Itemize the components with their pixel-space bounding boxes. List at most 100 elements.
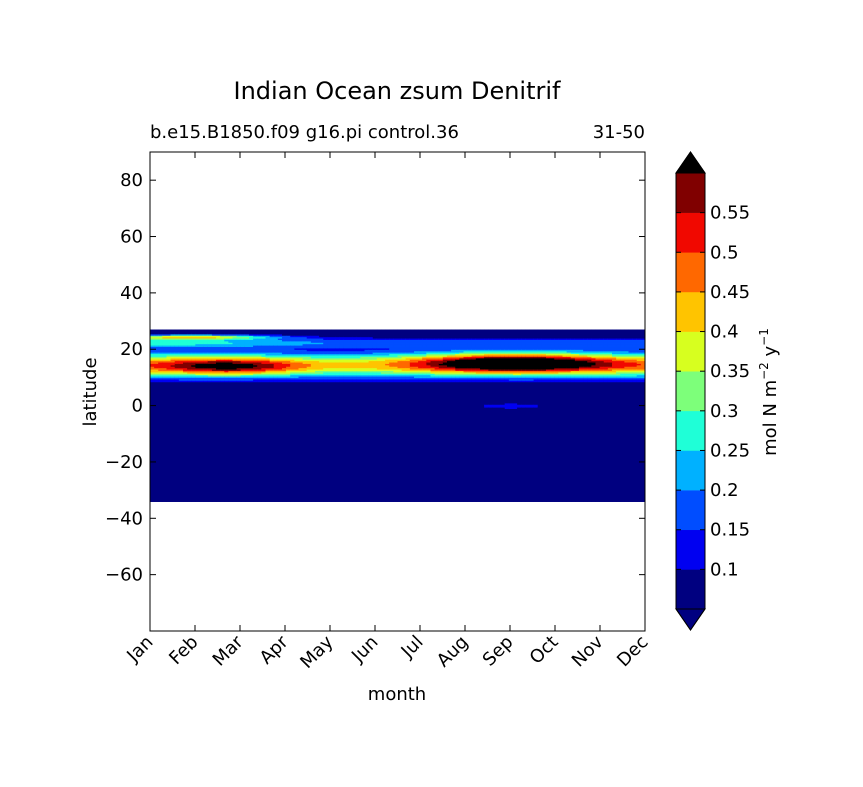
contour-cell [244,460,250,463]
contour-cell [232,499,238,502]
contour-cell [220,495,225,498]
contour-cell [211,467,217,470]
contour-cell [158,364,163,367]
contour-cell [191,387,196,390]
contour-cell [199,394,205,397]
contour-cell [170,464,176,467]
contour-cell [170,495,176,498]
contour-cell [158,360,163,363]
contour-cell [187,446,192,449]
contour-cell [150,415,155,418]
contour-cell [240,447,246,450]
contour-cell [162,345,168,348]
contour-cell [232,429,238,432]
contour-cell [216,353,221,356]
contour-cell [183,454,188,457]
contour-cell [162,483,168,486]
contour-cell [211,453,217,456]
contour-cell [195,359,201,362]
contour-cell [166,356,172,359]
contour-cell [187,437,192,440]
contour-cell [232,364,238,367]
contour-cell [170,460,176,463]
contour-cell [236,487,242,490]
contour-cell [211,337,217,340]
contour-cell [220,363,225,366]
contour-cell [178,471,184,474]
contour-cell [158,450,163,453]
contour-cell [191,333,196,336]
contour-cell [174,340,180,343]
contour-cell [150,333,155,336]
contour-cell [216,422,221,425]
contour-cell [178,376,184,379]
contour-cell [191,464,196,467]
contour-cell [220,449,225,452]
contour-cell [183,494,188,497]
contour-cell [232,439,238,442]
contour-cell [183,409,188,412]
contour-cell [183,437,188,440]
contour-cell [166,337,172,340]
contour-cell [166,407,172,410]
contour-cell [224,332,229,335]
contour-cell [228,488,234,491]
contour-cell [162,445,168,448]
contour-cell [211,439,217,442]
contour-cell [207,423,213,426]
contour-cell [207,415,213,418]
contour-cell [228,356,234,359]
contour-cell [178,364,184,367]
contour-cell [162,337,168,340]
contour-cell [203,481,209,484]
contour-cell [216,440,221,443]
contour-cell [228,353,234,356]
contour-cell [240,484,246,487]
contour-cell [211,397,217,400]
contour-cell [232,457,238,460]
contour-cell [216,381,221,384]
contour-cell [216,374,221,377]
contour-cell [183,381,188,384]
contour-cell [224,494,229,497]
contour-cell [216,340,221,343]
contour-cell [178,329,184,332]
contour-cell [298,329,304,332]
contour-cell [240,366,246,369]
contour-cell [150,370,155,373]
contour-cell [187,490,192,493]
contour-cell [178,395,184,398]
contour-cell [162,405,168,408]
contour-cell [203,368,209,371]
contour-cell [191,443,196,446]
contour-cell [170,359,176,362]
contour-cell [203,452,209,455]
contour-cell [170,357,176,360]
contour-cell [228,380,234,383]
contour-cell [187,408,192,411]
contour-cell [236,483,242,486]
contour-cell [187,416,192,419]
contour-cell [195,411,201,414]
contour-cell [228,366,234,369]
contour-cell [220,387,225,390]
contour-cell [158,471,163,474]
contour-cell [170,333,176,336]
contour-cell [236,480,242,483]
contour-cell [187,343,192,346]
contour-cell [199,483,205,486]
contour-cell [158,461,163,464]
contour-cell [191,440,196,443]
contour-cell [178,470,184,473]
contour-cell [170,367,176,370]
contour-cell [191,452,196,455]
contour-cell [207,385,213,388]
contour-cell [228,347,234,350]
contour-cell [154,333,159,336]
contour-cell [211,456,217,459]
contour-cell [174,445,180,448]
contour-cell [211,395,217,398]
contour-cell [187,453,192,456]
contour-cell [220,360,225,363]
contour-cell [228,478,234,481]
